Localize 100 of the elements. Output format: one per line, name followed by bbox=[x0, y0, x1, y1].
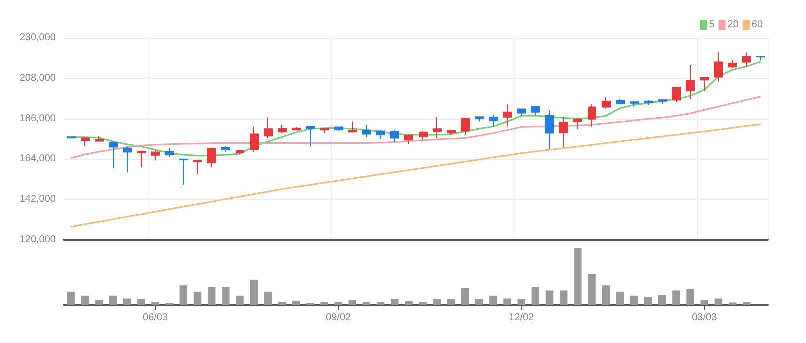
bar bbox=[278, 302, 286, 305]
bar bbox=[320, 302, 328, 305]
bar bbox=[560, 290, 568, 305]
x-tick-label: 03/03 bbox=[692, 312, 718, 324]
bar bbox=[433, 299, 441, 305]
bar bbox=[672, 290, 680, 305]
bar bbox=[475, 299, 484, 305]
candlestick bbox=[630, 101, 639, 108]
candlestick bbox=[616, 98, 625, 105]
bar bbox=[95, 300, 104, 305]
line-series bbox=[70, 124, 762, 228]
line-series bbox=[70, 96, 762, 160]
bar bbox=[616, 292, 624, 305]
candlestick bbox=[193, 160, 202, 175]
bar bbox=[180, 286, 188, 305]
bar bbox=[405, 301, 413, 305]
candlestick bbox=[334, 126, 343, 132]
candlestick bbox=[95, 136, 104, 142]
bar bbox=[518, 299, 526, 305]
legend-label: 60 bbox=[752, 20, 764, 30]
legend-label: 20 bbox=[728, 20, 740, 30]
bar bbox=[222, 287, 230, 305]
candlestick bbox=[81, 136, 90, 146]
legend-label: 5 bbox=[709, 20, 716, 30]
candlestick bbox=[278, 124, 287, 134]
bar bbox=[194, 292, 202, 305]
x-tick-label: 06/03 bbox=[143, 312, 168, 324]
candlestick bbox=[447, 130, 456, 136]
candlestick bbox=[672, 86, 681, 103]
candlestick bbox=[517, 108, 526, 117]
x-tick-label: 12/02 bbox=[509, 312, 535, 324]
bar bbox=[264, 292, 272, 305]
candlestick bbox=[362, 124, 371, 138]
candlestick bbox=[67, 136, 76, 139]
bar bbox=[67, 292, 75, 305]
candlestick bbox=[489, 114, 498, 128]
candlestick bbox=[700, 76, 709, 92]
y-tick-label: 164,000 bbox=[20, 154, 56, 165]
candlestick bbox=[236, 150, 244, 156]
candlestick bbox=[756, 56, 765, 61]
candlestick bbox=[348, 121, 357, 134]
candlestick bbox=[221, 146, 230, 153]
bar bbox=[602, 286, 610, 305]
bar bbox=[546, 290, 554, 305]
bar bbox=[348, 300, 357, 305]
y-tick-label: 208,000 bbox=[20, 72, 56, 84]
bar bbox=[630, 296, 638, 305]
candlestick bbox=[320, 127, 329, 134]
candlestick bbox=[742, 52, 751, 68]
candlestick bbox=[714, 52, 723, 82]
candlestick bbox=[602, 96, 611, 110]
bar bbox=[504, 298, 512, 305]
bar bbox=[461, 288, 470, 305]
candlestick bbox=[545, 109, 554, 150]
candlestick bbox=[503, 104, 512, 128]
candlestick bbox=[686, 64, 695, 100]
candlestick bbox=[728, 60, 737, 69]
candlestick bbox=[475, 116, 484, 122]
candlestick bbox=[588, 104, 596, 128]
candlestick bbox=[461, 118, 470, 136]
bar bbox=[532, 287, 540, 305]
candlestick bbox=[306, 126, 315, 148]
bar bbox=[376, 302, 385, 305]
bar bbox=[686, 289, 694, 305]
y-tick-label: 142,000 bbox=[20, 194, 56, 206]
y-tick-label: 186,000 bbox=[20, 113, 56, 124]
bar bbox=[391, 299, 399, 305]
candlestick bbox=[151, 150, 160, 162]
candlestick bbox=[264, 117, 273, 140]
bar bbox=[490, 296, 498, 305]
bar bbox=[292, 301, 300, 305]
candlestick bbox=[292, 126, 301, 132]
y-tick-label: 230,000 bbox=[20, 32, 56, 44]
bar bbox=[109, 296, 118, 305]
bar bbox=[658, 295, 666, 305]
bar bbox=[419, 302, 427, 305]
bar bbox=[334, 302, 342, 305]
bar bbox=[208, 287, 216, 305]
candlestick bbox=[109, 141, 118, 169]
candlestick bbox=[376, 130, 385, 140]
candlestick bbox=[165, 148, 174, 158]
candlestick bbox=[137, 150, 146, 168]
candlestick bbox=[250, 126, 259, 153]
bar bbox=[700, 300, 709, 305]
bar bbox=[644, 297, 652, 305]
candlestick bbox=[658, 99, 667, 104]
bar bbox=[362, 302, 371, 305]
bar bbox=[447, 299, 456, 305]
candlestick bbox=[559, 116, 568, 148]
bar bbox=[236, 296, 244, 305]
bar bbox=[138, 299, 146, 305]
candlestick bbox=[179, 158, 188, 186]
candlestick bbox=[531, 105, 540, 116]
candlestick bbox=[404, 134, 413, 144]
bar bbox=[250, 280, 258, 305]
bar bbox=[714, 298, 723, 305]
candlestick bbox=[207, 147, 216, 168]
y-tick-label: 120,000 bbox=[20, 234, 56, 246]
bar bbox=[123, 298, 132, 305]
candlestick bbox=[390, 130, 399, 142]
